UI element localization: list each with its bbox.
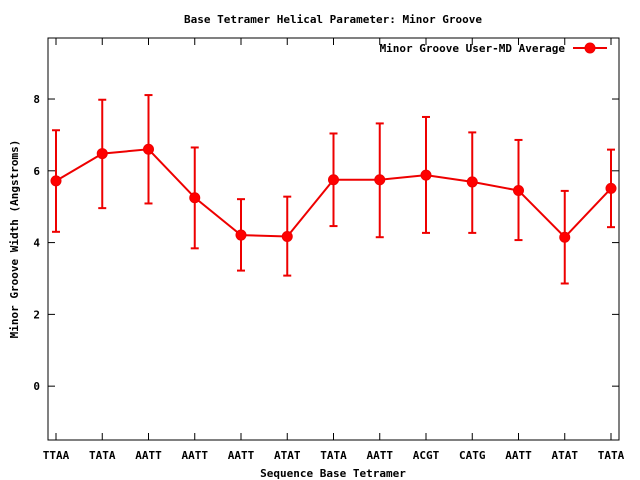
data-point (420, 169, 432, 181)
legend-label: Minor Groove User-MD Average (380, 42, 566, 55)
y-axis-label: Minor Groove Width (Angstroms) (8, 140, 21, 339)
y-axis: 0 2 4 6 8 (33, 93, 619, 393)
data-point (605, 182, 617, 194)
x-tick-label: CATG (459, 449, 486, 462)
x-tick-label: AATT (367, 449, 394, 462)
x-tick-label: AATT (228, 449, 255, 462)
data-point (374, 174, 386, 186)
data-point (466, 176, 478, 188)
chart-title: Base Tetramer Helical Parameter: Minor G… (184, 13, 482, 26)
data-points (50, 143, 617, 243)
error-bars (52, 94, 615, 285)
x-tick-label: AATT (182, 449, 209, 462)
y-tick-label: 0 (33, 380, 40, 393)
x-tick-label: ATAT (274, 449, 301, 462)
y-tick-label: 2 (33, 308, 40, 321)
x-tick-label: AATT (505, 449, 532, 462)
x-tick-label: TTAA (43, 449, 70, 462)
y-tick-label: 6 (33, 165, 40, 178)
plot-area (47, 37, 620, 441)
x-axis-label: Sequence Base Tetramer (260, 467, 406, 480)
data-point (143, 143, 154, 155)
data-point (281, 230, 293, 242)
x-axis: TTAA TATA AATT AATT AATT ATAT TATA AATT ACGT CATG… (43, 38, 625, 462)
x-tick-label: TATA (89, 449, 116, 462)
y-tick-label: 8 (33, 93, 40, 106)
x-tick-label: TATA (598, 449, 625, 462)
data-point (328, 174, 339, 186)
x-tick-label: ATAT (552, 449, 579, 462)
data-point (513, 185, 524, 197)
data-point (50, 175, 62, 187)
x-tick-label: ACGT (413, 449, 440, 462)
legend: Minor Groove User-MD Average (380, 42, 607, 55)
y-tick-label: 4 (33, 237, 40, 250)
x-tick-label: TATA (320, 449, 347, 462)
data-point (96, 148, 108, 160)
legend-marker (584, 42, 596, 54)
x-tick-label: AATT (135, 449, 162, 462)
data-point (559, 231, 571, 243)
data-point (235, 229, 247, 241)
data-point (189, 192, 201, 204)
